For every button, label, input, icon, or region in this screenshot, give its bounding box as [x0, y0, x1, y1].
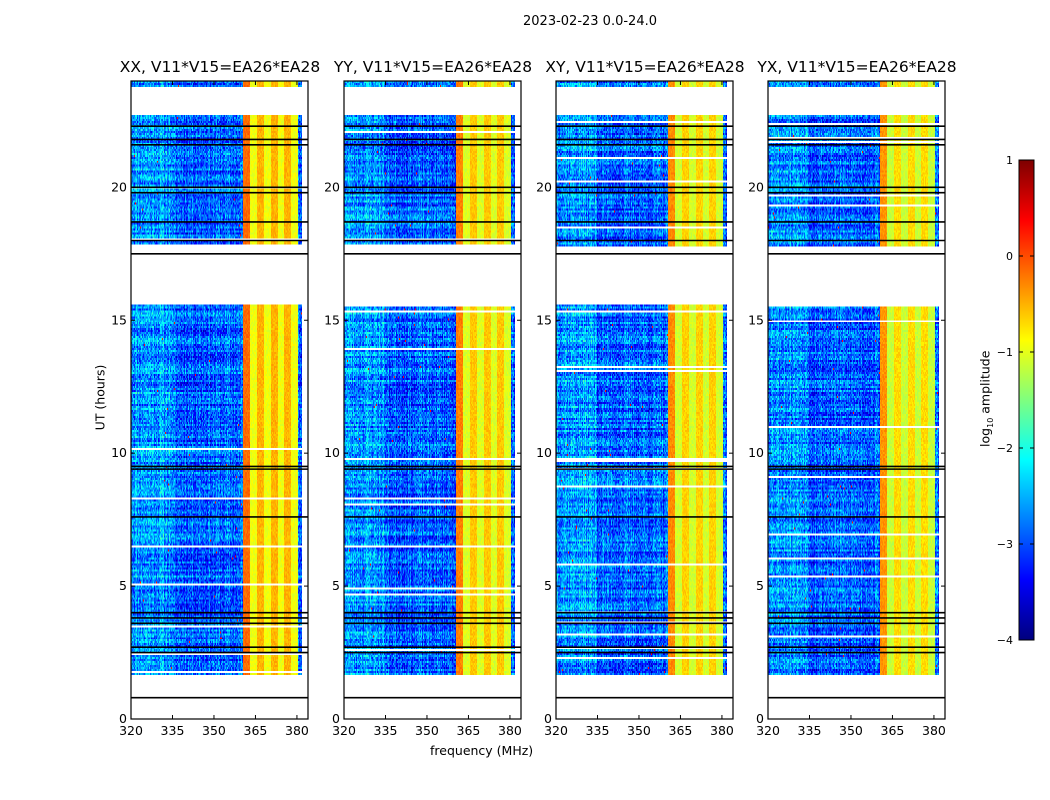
y-tick-label: 20	[748, 179, 764, 194]
y-tick-label: 10	[111, 445, 127, 460]
x-tick-label: 380	[285, 723, 309, 738]
x-tick-label: 335	[161, 723, 185, 738]
y-tick-label: 15	[748, 312, 764, 327]
panel-title-yx: YX, V11*V15=EA26*EA28	[757, 58, 957, 76]
x-axis-label: frequency (MHz)	[430, 743, 534, 758]
x-tick-label: 380	[922, 723, 946, 738]
x-tick-label: 365	[244, 723, 268, 738]
y-tick-label: 20	[536, 179, 552, 194]
colorbar-label-sub: 10	[985, 417, 995, 428]
colorbar-tick-label: 1	[1006, 154, 1013, 167]
y-tick-label: 10	[324, 445, 340, 460]
x-tick-label: 350	[415, 723, 439, 738]
colorbar-tick-label: −3	[997, 538, 1013, 551]
colorbar-label-rest: amplitude	[977, 350, 993, 418]
y-tick-label: 5	[119, 578, 127, 593]
y-tick-label: 5	[544, 578, 552, 593]
x-tick-label: 365	[457, 723, 481, 738]
colorbar-label-main: log	[977, 427, 993, 447]
x-tick-label: 350	[202, 723, 226, 738]
x-tick-label: 350	[839, 723, 863, 738]
y-tick-label: 20	[324, 179, 340, 194]
x-tick-label: 380	[498, 723, 522, 738]
y-axis-label: UT (hours)	[92, 364, 108, 431]
y-tick-label: 20	[111, 179, 127, 194]
colorbar-label: log10 amplitude	[977, 339, 995, 459]
y-tick-label: 15	[111, 312, 127, 327]
y-tick-label: 0	[332, 711, 340, 726]
x-tick-label: 320	[332, 723, 356, 738]
x-tick-label: 320	[119, 723, 143, 738]
y-tick-label: 5	[332, 578, 340, 593]
x-tick-label: 335	[586, 723, 610, 738]
x-tick-label: 350	[627, 723, 651, 738]
colorbar-frame	[1018, 159, 1035, 641]
x-tick-label: 380	[710, 723, 734, 738]
colorbar-tick-label: −1	[997, 346, 1013, 359]
figure-title: 2023-02-23 0.0-24.0	[523, 14, 657, 29]
panel-frame	[767, 80, 946, 720]
y-tick-label: 0	[544, 711, 552, 726]
panel-frame	[343, 80, 522, 720]
x-tick-label: 320	[756, 723, 780, 738]
panel-title-yy: YY, V11*V15=EA26*EA28	[333, 58, 533, 76]
panel-frame	[130, 80, 309, 720]
x-tick-label: 320	[544, 723, 568, 738]
colorbar-tick-label: 0	[1006, 250, 1013, 263]
y-tick-label: 5	[756, 578, 764, 593]
panel-frame	[555, 80, 734, 720]
y-tick-label: 15	[536, 312, 552, 327]
x-tick-label: 335	[798, 723, 822, 738]
y-tick-label: 0	[119, 711, 127, 726]
y-tick-label: 10	[748, 445, 764, 460]
colorbar-tick-label: −4	[997, 634, 1013, 647]
x-tick-label: 335	[374, 723, 398, 738]
panel-title-xy: XY, V11*V15=EA26*EA28	[545, 58, 745, 76]
x-tick-label: 365	[669, 723, 693, 738]
panel-title-xx: XX, V11*V15=EA26*EA28	[119, 58, 321, 76]
y-tick-label: 0	[756, 711, 764, 726]
y-tick-label: 10	[536, 445, 552, 460]
colorbar	[1019, 160, 1034, 640]
x-tick-label: 365	[881, 723, 905, 738]
y-tick-label: 15	[324, 312, 340, 327]
colorbar-tick-label: −2	[997, 442, 1013, 455]
